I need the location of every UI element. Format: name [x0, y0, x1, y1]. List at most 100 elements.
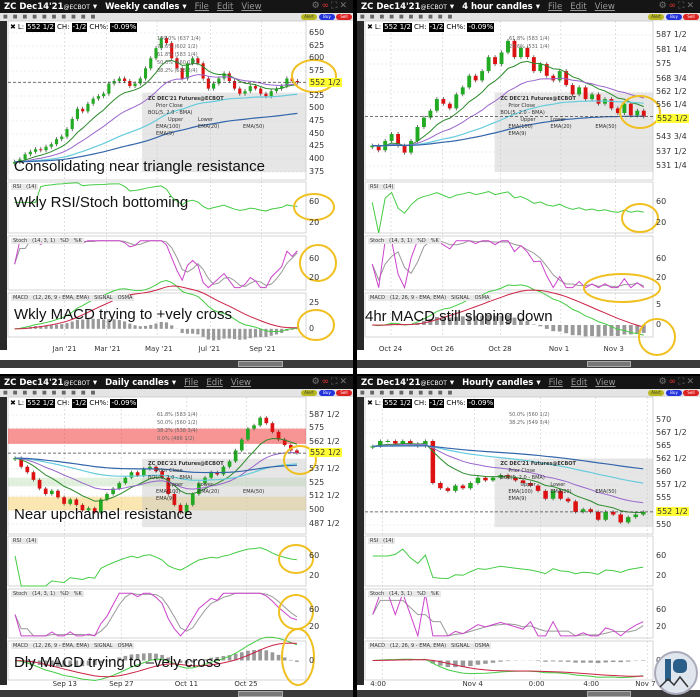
scrollbar-thumb[interactable]	[587, 361, 631, 367]
legend-ema100[interactable]: EMA(100)	[508, 123, 533, 130]
time-scrollbar[interactable]	[357, 690, 700, 697]
draw-tool-icon[interactable]: ■	[379, 14, 385, 20]
legend-ema100[interactable]: EMA(100)	[156, 123, 181, 130]
bar-tool-icon[interactable]: ■	[369, 390, 375, 396]
pin-tool-icon[interactable]: ■	[71, 14, 76, 20]
draw-tool-icon[interactable]: ■	[22, 390, 28, 396]
legend-ema100[interactable]: EMA(100)	[156, 489, 181, 496]
legend-upper[interactable]: Upper	[520, 116, 536, 123]
crosshair-tool-icon[interactable]: ■	[3, 14, 8, 20]
legend-ema50[interactable]: EMA(50)	[243, 489, 265, 496]
buy-button[interactable]: Buy	[319, 14, 335, 20]
pencil-tool-icon[interactable]: ■	[90, 390, 96, 396]
close-icon[interactable]: ✕	[686, 1, 696, 11]
maximize-icon[interactable]: ⛶	[331, 377, 340, 387]
legend-ema20[interactable]: EMA(20)	[198, 123, 220, 130]
close-icon[interactable]: ✕	[339, 1, 349, 11]
pencil-tool-icon[interactable]: ■	[90, 14, 96, 20]
legend-upper[interactable]: Upper	[168, 482, 184, 489]
link-icon[interactable]: ∞	[668, 377, 679, 387]
maximize-icon[interactable]: ⛶	[331, 1, 340, 11]
crosshair-tool-icon[interactable]: ■	[360, 390, 365, 396]
close-readout-icon[interactable]: ✖	[10, 23, 16, 31]
legend-prior-close[interactable]: Prior Close	[156, 102, 183, 109]
pencil-tool-icon[interactable]: ■	[447, 390, 453, 396]
zoom-tool-icon[interactable]: ■	[51, 390, 57, 396]
target-tool-icon[interactable]: ■	[418, 14, 424, 20]
settings-icon[interactable]: ⚙	[311, 1, 322, 11]
cursor-tool-icon[interactable]: ■	[437, 390, 443, 396]
legend-ema100[interactable]: EMA(100)	[508, 489, 533, 496]
timeframe-dropdown[interactable]: Daily candles ▾	[105, 378, 176, 388]
legend-title[interactable]: ZC DEC'21 Futures@ECBOT	[500, 95, 576, 102]
menu-edit[interactable]: Edit	[216, 1, 234, 12]
pin-tool-icon[interactable]: ■	[428, 14, 433, 20]
legend-bol[interactable]: BOL(5, 2.0 - BMA)	[500, 109, 545, 116]
settings-icon[interactable]: ⚙	[658, 1, 669, 11]
menu-view[interactable]: View	[241, 1, 262, 12]
fib-tool-icon[interactable]: ■	[398, 14, 404, 20]
menu-view[interactable]: View	[230, 377, 251, 388]
legend-ema9[interactable]: EMA(9)	[508, 130, 527, 137]
symbol-dropdown[interactable]: ZC Dec14'21@ECBOT ▾	[361, 378, 454, 388]
fib-tool-icon[interactable]: ■	[41, 390, 47, 396]
bar-tool-icon[interactable]: ■	[12, 14, 18, 20]
sell-button[interactable]: Sell	[683, 14, 699, 20]
time-scrollbar[interactable]	[0, 690, 353, 697]
legend-prior-close[interactable]: Prior Close	[156, 468, 183, 475]
menu-edit[interactable]: Edit	[206, 377, 223, 388]
menu-view[interactable]: View	[594, 1, 615, 12]
legend-ema9[interactable]: EMA(9)	[156, 496, 175, 503]
symbol-dropdown[interactable]: ZC Dec14'21@ECBOT ▾	[4, 378, 97, 388]
legend-lower[interactable]: Lower	[198, 116, 214, 123]
symbol-dropdown[interactable]: ZC Dec14'21@ECBOT ▾	[4, 2, 97, 12]
legend-ema9[interactable]: EMA(9)	[156, 130, 175, 137]
sell-button[interactable]: Sell	[683, 390, 699, 396]
legend-upper[interactable]: Upper	[168, 116, 184, 123]
legend-bol[interactable]: BOL(5, 2.0 - BMA)	[148, 475, 193, 482]
maximize-icon[interactable]: ⛶	[678, 1, 687, 11]
close-icon[interactable]: ✕	[339, 377, 349, 387]
legend-ema9[interactable]: EMA(9)	[508, 496, 527, 503]
menu-file[interactable]: File	[547, 1, 563, 12]
cursor-tool-icon[interactable]: ■	[437, 14, 443, 20]
close-readout-icon[interactable]: ✖	[10, 399, 16, 407]
legend-lower[interactable]: Lower	[550, 482, 566, 489]
zoom-tool-icon[interactable]: ■	[51, 14, 57, 20]
draw-tool-icon[interactable]: ■	[22, 14, 28, 20]
settings-icon[interactable]: ⚙	[311, 377, 322, 387]
buy-button[interactable]: Buy	[319, 390, 335, 396]
timeframe-dropdown[interactable]: Weekly candles ▾	[105, 2, 187, 12]
fib-tool-icon[interactable]: ■	[398, 390, 404, 396]
alert-button[interactable]: Alert	[301, 14, 317, 20]
zoom-tool-icon[interactable]: ■	[408, 390, 414, 396]
scrollbar-thumb[interactable]	[238, 361, 284, 367]
legend-title[interactable]: ZC DEC'21 Futures@ECBOT	[148, 461, 224, 468]
legend-title[interactable]: ZC DEC'21 Futures@ECBOT	[148, 95, 224, 102]
legend-bol[interactable]: BOL(5, 2.0 - BMA)	[148, 109, 193, 116]
legend-bol[interactable]: BOL(5, 2.0 - BMA)	[500, 475, 545, 482]
scrollbar-thumb[interactable]	[238, 691, 284, 697]
draw-tool-icon[interactable]: ■	[379, 390, 385, 396]
legend-upper[interactable]: Upper	[520, 482, 536, 489]
legend-lower[interactable]: Lower	[550, 116, 566, 123]
menu-edit[interactable]: Edit	[570, 1, 587, 12]
menu-file[interactable]: File	[184, 377, 199, 388]
link-icon[interactable]: ∞	[321, 377, 332, 387]
timeframe-dropdown[interactable]: Hourly candles ▾	[462, 378, 541, 388]
menu-edit[interactable]: Edit	[570, 377, 588, 388]
scrollbar-thumb[interactable]	[587, 691, 631, 697]
alert-button[interactable]: Alert	[648, 14, 664, 20]
legend-ema20[interactable]: EMA(20)	[198, 489, 220, 496]
crosshair-tool-icon[interactable]: ■	[3, 390, 8, 396]
target-tool-icon[interactable]: ■	[61, 14, 67, 20]
symbol-dropdown[interactable]: ZC Dec14'21@ECBOT ▾	[361, 2, 454, 12]
legend-prior-close[interactable]: Prior Close	[508, 468, 536, 475]
trend-tool-icon[interactable]: ■	[32, 14, 37, 20]
cursor-tool-icon[interactable]: ■	[80, 14, 86, 20]
fib-tool-icon[interactable]: ■	[41, 14, 47, 20]
pin-tool-icon[interactable]: ■	[428, 390, 433, 396]
legend-ema20[interactable]: EMA(20)	[550, 123, 572, 130]
legend-ema50[interactable]: EMA(50)	[243, 123, 265, 130]
close-readout-icon[interactable]: ✖	[367, 399, 373, 407]
